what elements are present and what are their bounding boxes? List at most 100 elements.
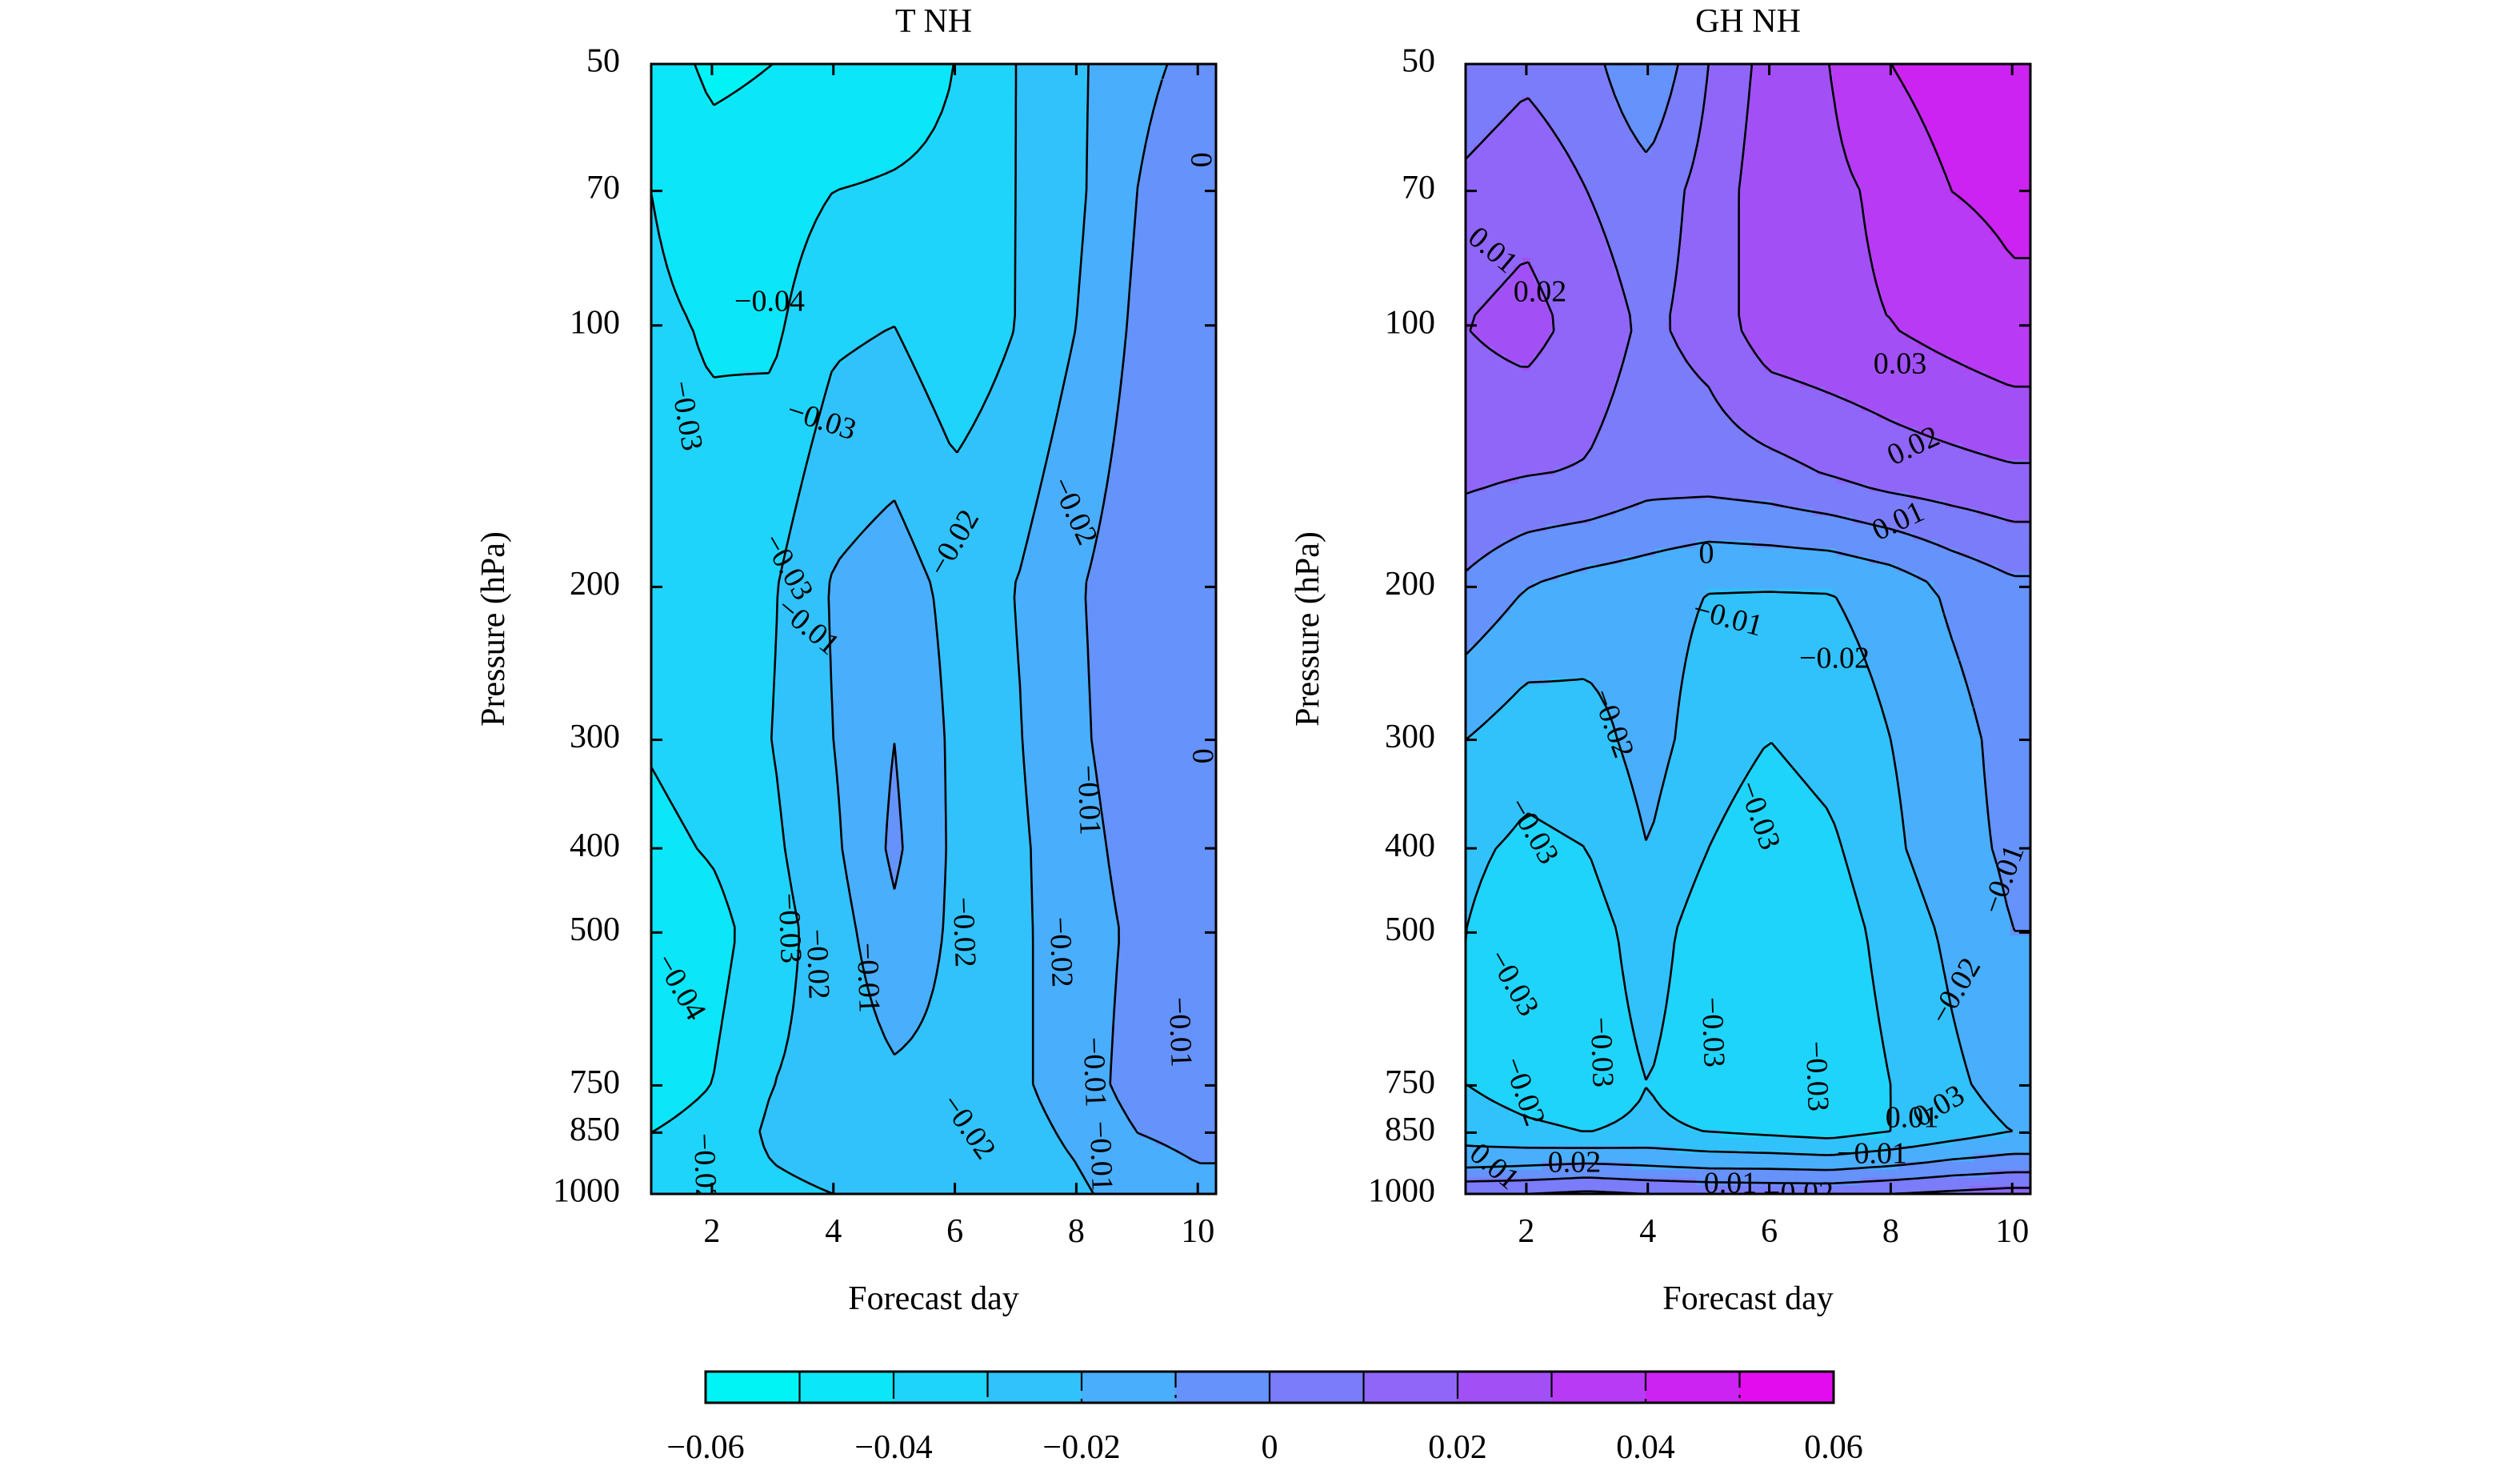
colorbar-bin — [799, 1372, 894, 1403]
y-tick-label: 200 — [1385, 566, 1435, 603]
x-tick-label: 8 — [1068, 1213, 1085, 1250]
y-tick-label: 500 — [570, 911, 620, 948]
contour-label: −0.01 — [850, 942, 886, 1013]
contour-line — [884, 64, 1216, 1164]
contour-line — [758, 64, 1018, 1194]
colorbar-bin — [1739, 1372, 1834, 1403]
colorbar-bin — [1082, 1372, 1177, 1403]
colorbar-bin — [1363, 1372, 1458, 1403]
colorbar-tick-label: −0.06 — [666, 1429, 744, 1466]
y-axis-label: Pressure (hPa) — [1290, 531, 1326, 727]
colorbar-tick-label: 0.04 — [1616, 1429, 1675, 1466]
colorbar-bin — [1551, 1372, 1646, 1403]
contour-line — [827, 64, 1095, 1194]
colorbar: −0.06 −0.04 −0.02 0 0.02 0.04 0.06 — [666, 1370, 1863, 1466]
contour-label: −0.01 — [1077, 1036, 1113, 1108]
y-tick-label: 70 — [1402, 170, 1435, 206]
contour-label: −0.03 — [1695, 996, 1731, 1067]
colorbar-tick-label: 0 — [1262, 1429, 1278, 1466]
x-tick-label: 2 — [1518, 1213, 1534, 1250]
contour-label: −0.01 — [1083, 1120, 1119, 1192]
colorbar-bin — [1458, 1372, 1553, 1403]
contour-label: −0.02 — [687, 1132, 723, 1204]
x-axis-label: Forecast day — [848, 1280, 1018, 1317]
contour-line — [1890, 64, 2030, 259]
y-tick-label: 100 — [1385, 304, 1435, 341]
x-tick-label: 4 — [825, 1213, 842, 1250]
colorbar-bin — [1175, 1372, 1270, 1403]
contour-label: −0.02 — [1763, 1176, 1834, 1210]
x-axis-label: Forecast day — [1662, 1280, 1833, 1317]
y-tick-label: 300 — [570, 719, 620, 755]
contour-label: −0.02 — [800, 928, 836, 999]
y-tick-label: 300 — [1385, 719, 1435, 755]
contour-label: −0.01 — [1071, 764, 1107, 835]
x-tick-label: 6 — [946, 1213, 963, 1250]
contour-line — [1466, 591, 2014, 1156]
contour-line — [693, 64, 774, 106]
y-tick-label: 50 — [586, 43, 620, 80]
y-tick-label: 400 — [570, 827, 620, 864]
x-tick-label: 6 — [1761, 1213, 1778, 1250]
panel-title: T NH — [895, 3, 972, 40]
contour-line — [1466, 742, 1892, 1140]
colorbar-bin — [1270, 1372, 1365, 1403]
y-tick-label: 850 — [1385, 1112, 1435, 1148]
x-tick-label: 2 — [703, 1213, 720, 1250]
contour-label: 0 — [1184, 152, 1218, 168]
colorbar-bin — [987, 1372, 1082, 1403]
y-tick-label: 50 — [1402, 43, 1435, 80]
colorbar-tick-label: 0.02 — [1428, 1429, 1487, 1466]
x-tick-label: 10 — [1995, 1213, 2029, 1250]
contour-label: 0 — [1186, 748, 1220, 764]
contour-line — [1466, 540, 2030, 1172]
y-tick-label: 500 — [1385, 911, 1435, 948]
colorbar-bin — [706, 1372, 801, 1403]
contour-label: −0.04 — [734, 285, 805, 318]
y-tick-label: 70 — [586, 170, 620, 206]
y-tick-label: 200 — [570, 566, 620, 603]
contour-plot: −0.04−0.03 −0.03−0.02−0.02 −0.02−0.01−0.01… — [651, 64, 1220, 1204]
y-tick-label: 400 — [1385, 827, 1435, 864]
y-tick-label: 1000 — [553, 1173, 620, 1210]
contour-label: 0.03 — [1874, 347, 1927, 381]
colorbar-bin — [1646, 1372, 1741, 1403]
contour-line — [1466, 64, 2030, 1185]
contour-label: 0.02 — [1548, 1146, 1602, 1180]
x-tick-label: 4 — [1639, 1213, 1656, 1250]
y-tick-label: 750 — [1385, 1064, 1435, 1101]
contour-plot: 0.010.020.030.020.010−0.01−0.02−0.02−0.0… — [1466, 64, 2030, 1210]
contour-label: −0.01 — [1837, 1137, 1907, 1171]
panel-title: GH NH — [1695, 3, 1801, 40]
contour-label: −0.03 — [1799, 1040, 1835, 1112]
y-tick-label: 1000 — [1368, 1173, 1435, 1210]
x-tick-label: 8 — [1882, 1213, 1899, 1250]
contour-label: −0.02 — [1799, 642, 1870, 675]
colorbar-tick-label: −0.02 — [1042, 1429, 1120, 1466]
panel-gh-nh: 0.010.020.030.020.010−0.01−0.02−0.02−0.0… — [1290, 3, 2032, 1317]
contour-label: −0.03 — [772, 892, 808, 963]
plot-frame — [1464, 62, 2032, 1196]
contour-label: 0.02 — [1514, 275, 1567, 309]
contour-line — [1828, 64, 2030, 388]
colorbar-tick-label: 0.06 — [1804, 1429, 1863, 1466]
contour-label: −0.02 — [1043, 916, 1079, 987]
contour-label: −0.03 — [1584, 1016, 1620, 1087]
x-tick-label: 10 — [1181, 1213, 1214, 1250]
panel-t-nh: −0.04−0.03 −0.03−0.02−0.02 −0.02−0.01−0.01… — [475, 3, 1220, 1317]
contour-label: 0 — [1699, 537, 1714, 571]
y-tick-label: 100 — [570, 304, 620, 341]
plot-frame — [650, 62, 1218, 1196]
colorbar-frame — [704, 1370, 1835, 1404]
contour-label: −0.02 — [946, 896, 982, 967]
contour-label: 0.01 — [1704, 1167, 1758, 1200]
colorbar-tick-label: −0.04 — [854, 1429, 932, 1466]
contour-line — [651, 64, 955, 1134]
y-tick-label: 850 — [570, 1112, 620, 1148]
y-tick-label: 750 — [570, 1064, 620, 1101]
contour-line — [1469, 64, 2030, 464]
colorbar-bin — [894, 1372, 989, 1403]
contour-label: −0.01 — [1162, 996, 1198, 1067]
contour-label: 0.01 — [1886, 1101, 1939, 1135]
